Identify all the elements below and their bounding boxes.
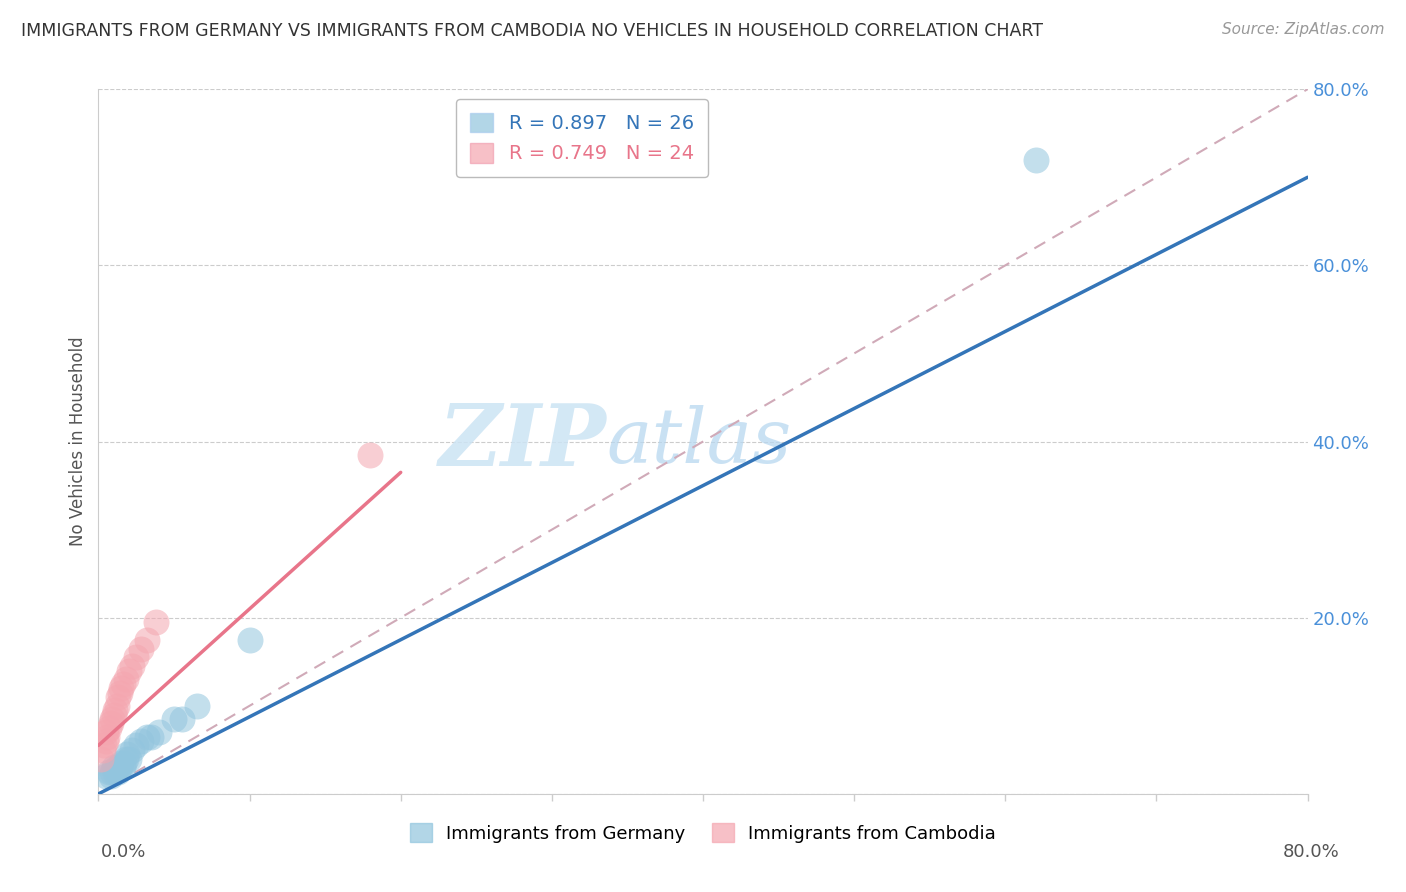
Point bbox=[107, 764, 129, 779]
Point bbox=[111, 677, 134, 691]
Point bbox=[103, 707, 125, 722]
Point bbox=[110, 756, 132, 770]
Point bbox=[100, 716, 122, 731]
Point bbox=[121, 743, 143, 757]
Text: IMMIGRANTS FROM GERMANY VS IMMIGRANTS FROM CAMBODIA NO VEHICLES IN HOUSEHOLD COR: IMMIGRANTS FROM GERMANY VS IMMIGRANTS FR… bbox=[21, 22, 1043, 40]
Point bbox=[1024, 153, 1046, 167]
Point bbox=[101, 764, 124, 779]
Point bbox=[135, 632, 157, 647]
Point bbox=[96, 730, 118, 744]
Point bbox=[360, 448, 382, 462]
Text: ZIP: ZIP bbox=[439, 400, 606, 483]
Point bbox=[91, 743, 114, 757]
Point bbox=[107, 690, 129, 704]
Point bbox=[90, 751, 112, 765]
Point bbox=[148, 725, 170, 739]
Point bbox=[104, 764, 127, 779]
Point bbox=[129, 734, 152, 748]
Point bbox=[98, 721, 121, 735]
Legend: Immigrants from Germany, Immigrants from Cambodia: Immigrants from Germany, Immigrants from… bbox=[401, 814, 1005, 852]
Point bbox=[94, 725, 117, 739]
Point bbox=[145, 615, 167, 629]
Point bbox=[186, 698, 208, 713]
Point bbox=[112, 756, 135, 770]
Point bbox=[98, 764, 121, 779]
Point bbox=[94, 734, 117, 748]
Point bbox=[121, 659, 143, 673]
Point bbox=[100, 769, 122, 783]
Point bbox=[111, 760, 134, 774]
Point bbox=[110, 681, 132, 696]
Y-axis label: No Vehicles in Household: No Vehicles in Household bbox=[69, 336, 87, 547]
Point bbox=[103, 760, 125, 774]
Point bbox=[163, 712, 186, 726]
Point bbox=[104, 703, 127, 717]
Point bbox=[118, 664, 141, 678]
Point bbox=[115, 747, 138, 762]
Point bbox=[170, 712, 193, 726]
Point bbox=[239, 632, 262, 647]
Point bbox=[114, 673, 136, 687]
Text: 80.0%: 80.0% bbox=[1284, 843, 1340, 861]
Point bbox=[101, 712, 124, 726]
Point bbox=[105, 698, 128, 713]
Point bbox=[129, 641, 152, 656]
Point bbox=[141, 730, 163, 744]
Text: 0.0%: 0.0% bbox=[101, 843, 146, 861]
Point bbox=[93, 739, 115, 753]
Point bbox=[135, 730, 157, 744]
Text: atlas: atlas bbox=[606, 405, 792, 478]
Point bbox=[114, 751, 136, 765]
Point bbox=[118, 751, 141, 765]
Point bbox=[108, 760, 131, 774]
Text: Source: ZipAtlas.com: Source: ZipAtlas.com bbox=[1222, 22, 1385, 37]
Point bbox=[108, 685, 131, 699]
Point bbox=[125, 739, 148, 753]
Point bbox=[105, 760, 128, 774]
Point bbox=[94, 769, 117, 783]
Point bbox=[125, 650, 148, 665]
